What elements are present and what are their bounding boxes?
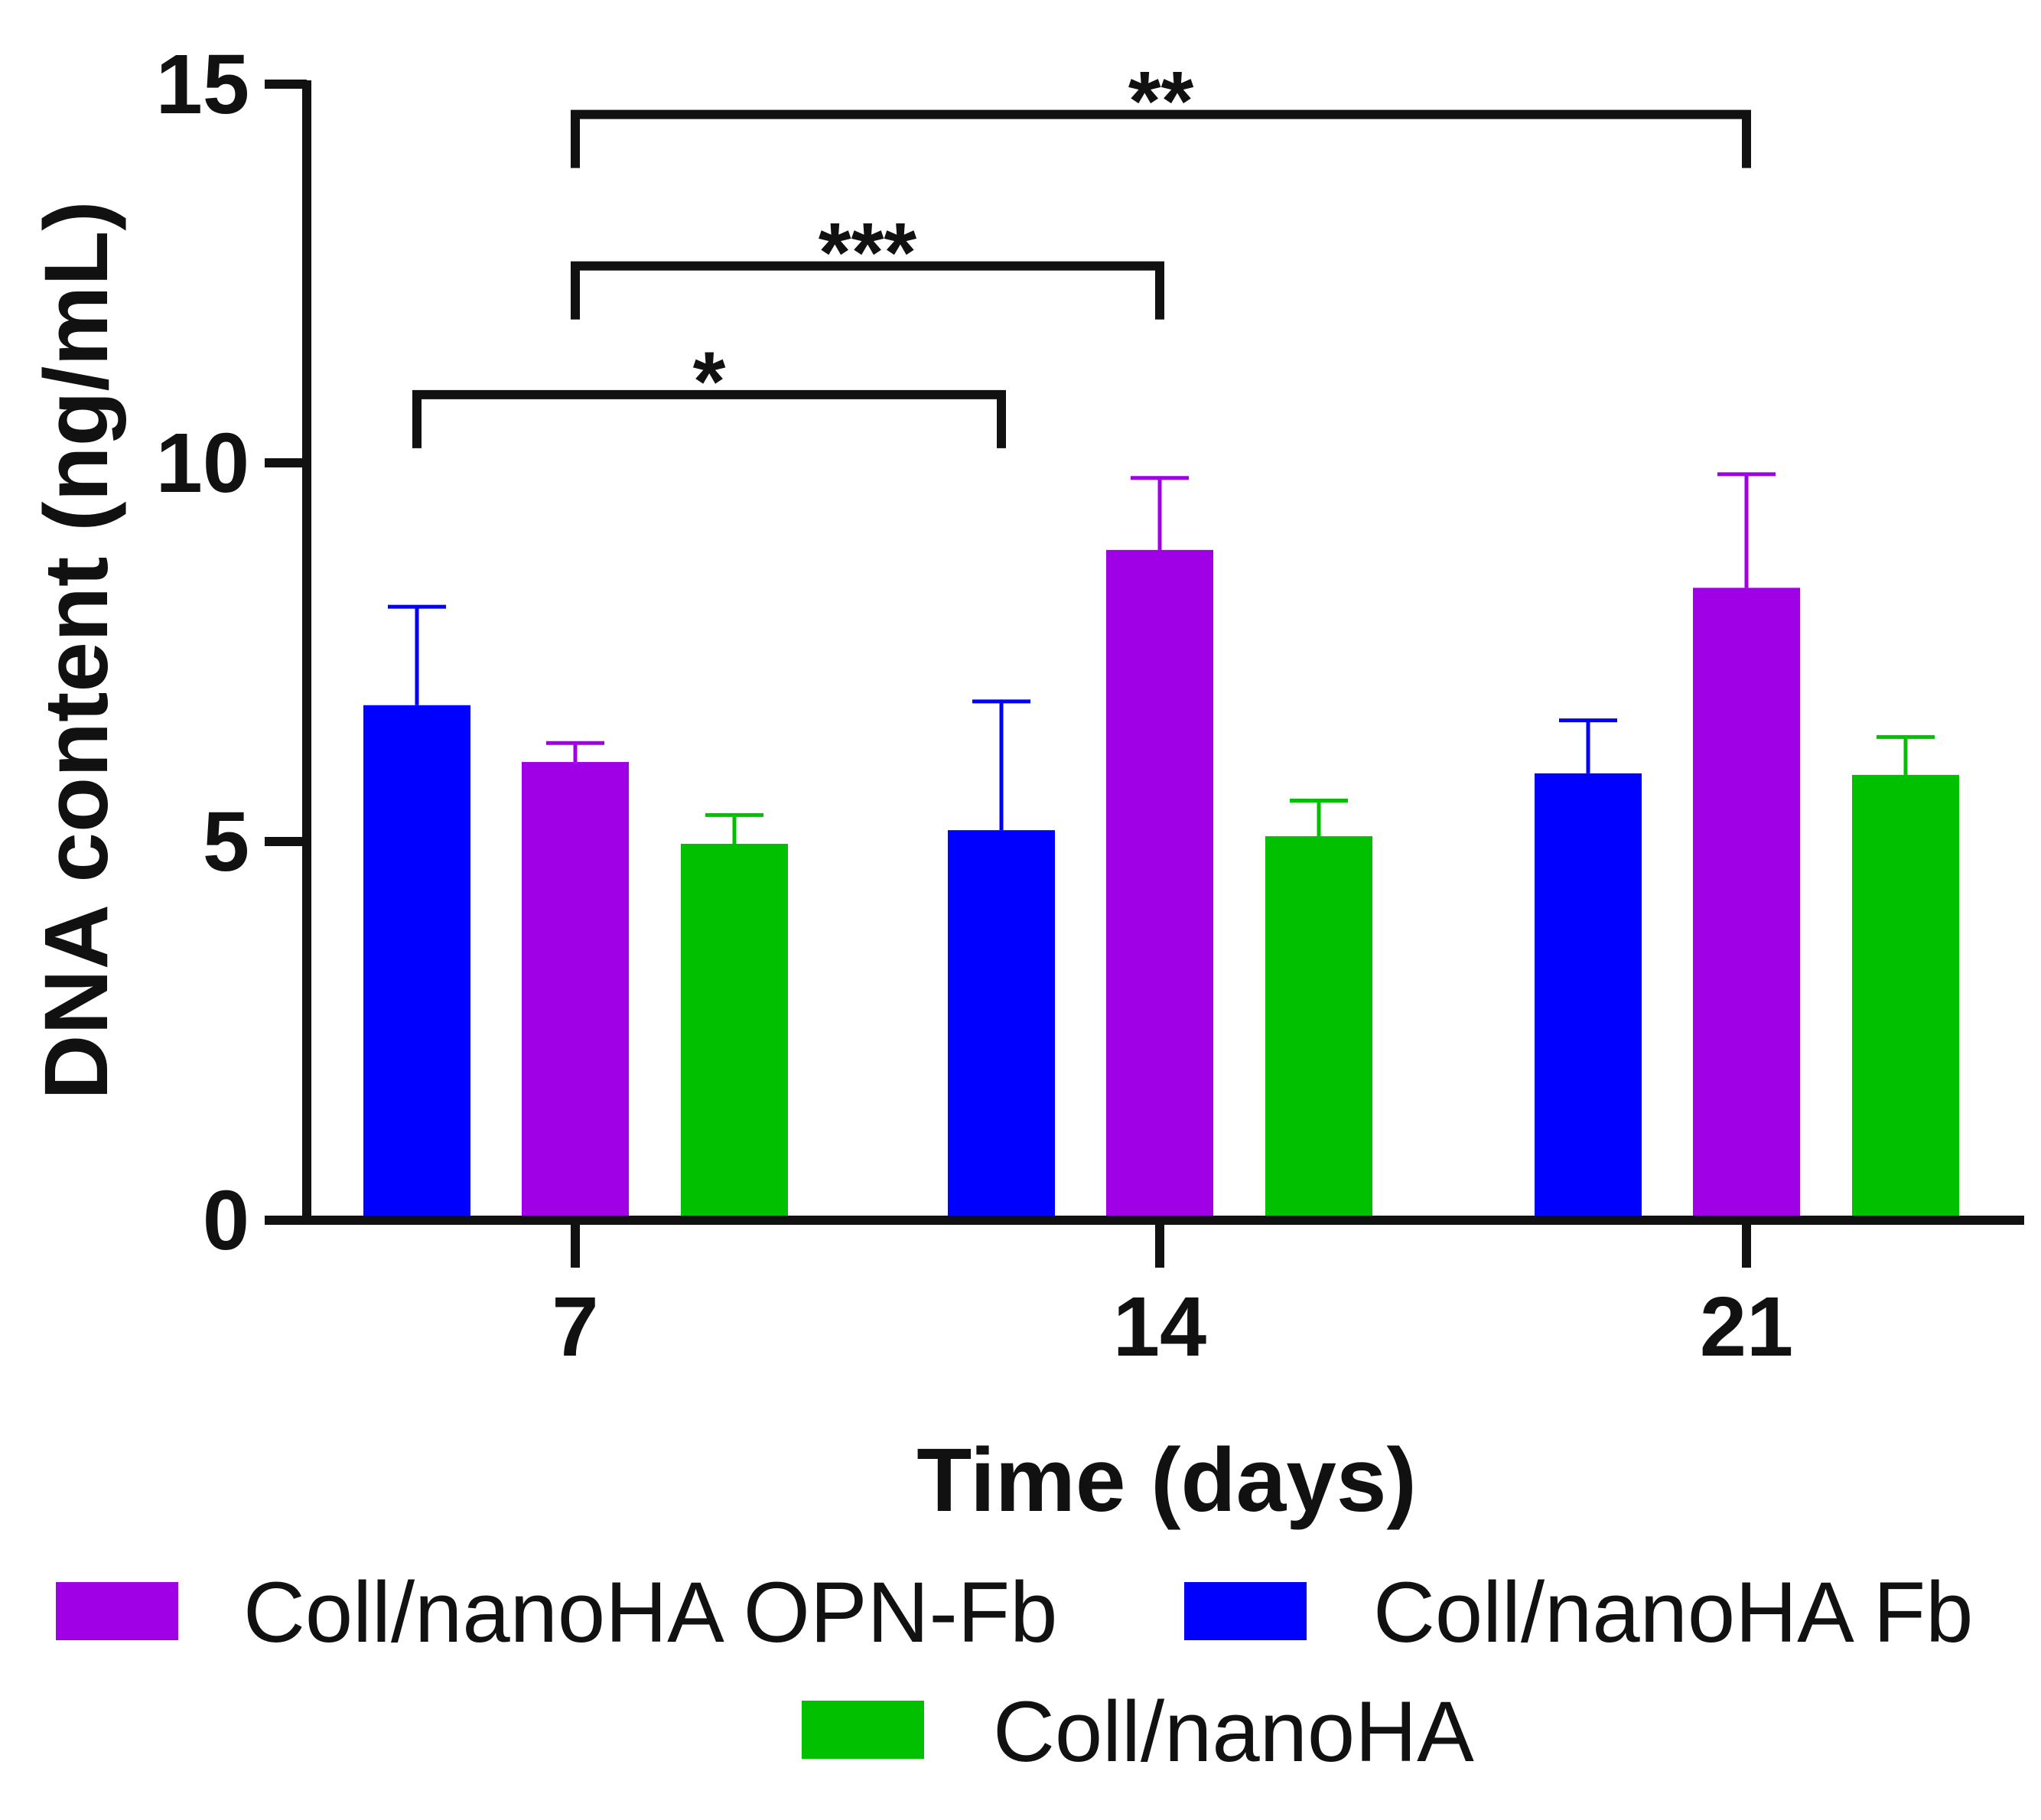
legend-label-fb: Coll/nanoHA Fb (1373, 1564, 1973, 1660)
bar-coll-nanoha-fb-day-21 (1535, 773, 1642, 1220)
legend-swatch-opn-fb (56, 1582, 178, 1640)
legend-swatch-coll (802, 1701, 924, 1759)
legend-label-coll: Coll/nanoHA (993, 1684, 1474, 1779)
y-tick-label-0: 0 (203, 1174, 249, 1268)
bar-coll-nanoha-day-7 (681, 843, 788, 1220)
significance-bracket-3 (571, 109, 1751, 168)
significance-layer: ****** (412, 54, 1751, 448)
bar-coll-nanoha-fb-day-7 (363, 705, 470, 1220)
significance-label-1: * (693, 334, 726, 428)
legend-swatch-fb (1184, 1582, 1307, 1640)
significance-bracket-2 (571, 261, 1164, 320)
y-tick-label-10: 10 (156, 416, 249, 510)
bar-coll-nanoha-opn-fb-day-14 (1106, 549, 1213, 1220)
bar-coll-nanoha-fb-day-14 (948, 830, 1055, 1220)
y-tick-label-5: 5 (203, 795, 249, 889)
x-tick-label-14: 14 (1113, 1280, 1206, 1374)
bar-coll-nanoha-day-21 (1852, 774, 1959, 1220)
bar-coll-nanoha-opn-fb-day-7 (522, 762, 629, 1220)
significance-bracket-1 (412, 389, 1006, 448)
bars-layer (363, 549, 1959, 1220)
significance-label-2: *** (819, 206, 917, 300)
x-tick-label-7: 7 (552, 1280, 598, 1374)
error-bars-layer (388, 472, 1935, 844)
y-axis-title: DNA content (ng/mL) (26, 200, 127, 1099)
x-axis-title: Time (days) (916, 1430, 1417, 1531)
legend: Coll/nanoHA OPN-Fb Coll/nanoHA Fb Coll/n… (56, 1564, 1973, 1779)
bar-coll-nanoha-opn-fb-day-21 (1693, 588, 1800, 1220)
y-tick-label-15: 15 (156, 37, 249, 132)
axes-layer: 0 5 10 15 7 14 21 (156, 37, 2024, 1374)
bar-coll-nanoha-day-14 (1265, 836, 1372, 1220)
legend-label-opn-fb: Coll/nanoHA OPN-Fb (243, 1564, 1057, 1660)
x-tick-label-21: 21 (1700, 1280, 1793, 1374)
significance-label-3: ** (1128, 54, 1194, 148)
